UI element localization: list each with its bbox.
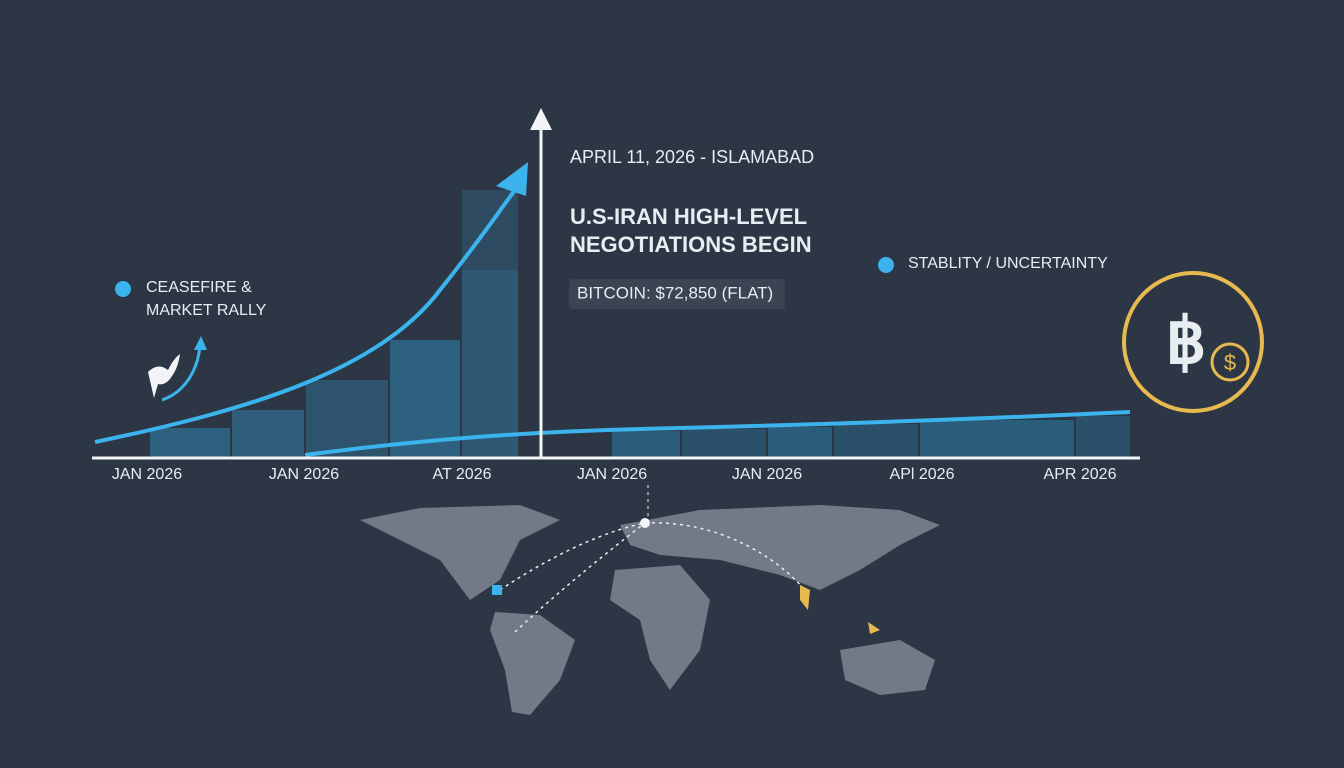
event-arrowhead (530, 108, 552, 130)
price-note: BITCOIN: $72,850 (FLAT) (577, 283, 773, 302)
headline: NEGOTIATIONS BEGIN (570, 232, 812, 257)
highlight (868, 622, 880, 634)
legend-text: STABLITY / UNCERTAINTY (908, 255, 1108, 272)
bar (1076, 416, 1130, 458)
price-box (569, 279, 785, 309)
bitcoin-icon: ฿ (1166, 305, 1207, 377)
north-america (360, 505, 560, 600)
highlight (492, 585, 502, 595)
time-label: APl 2026 (890, 466, 955, 483)
time-label: JAN 2026 (112, 466, 182, 483)
headline: U.S-IRAN HIGH-LEVEL (570, 204, 807, 229)
rally-arrowhead (496, 162, 528, 196)
route (644, 522, 806, 591)
dateline: APRIL 11, 2026 - ISLAMABAD (570, 147, 814, 167)
time-label: APR 2026 (1044, 466, 1117, 483)
time-label: JAN 2026 (732, 466, 802, 483)
highlight (800, 585, 810, 610)
bar (768, 427, 832, 458)
dove-icon (148, 354, 180, 398)
rally-bars (150, 190, 518, 458)
legend-text: MARKET RALLY (146, 302, 267, 319)
stability-line (304, 410, 1131, 457)
time-label: AT 2026 (432, 466, 491, 483)
bar (834, 424, 918, 458)
route (514, 522, 646, 633)
time-label: JAN 2026 (269, 466, 339, 483)
coin-icon (1210, 342, 1250, 382)
eurasia (620, 505, 940, 590)
mini-arrowhead (194, 336, 207, 350)
bar (462, 190, 518, 270)
bar (232, 410, 304, 458)
africa (610, 565, 710, 690)
legend-dot (878, 257, 894, 273)
bar (920, 420, 1074, 458)
location-dot (640, 518, 650, 528)
rally-line (94, 188, 517, 444)
bar (462, 270, 518, 458)
world-map (360, 505, 940, 715)
bar (150, 428, 230, 458)
stability-bars (612, 416, 1130, 458)
mini-arrow (161, 344, 202, 402)
australia (840, 640, 935, 695)
route (499, 522, 646, 591)
bar (612, 431, 680, 458)
timeline-labels: JAN 2026 JAN 2026 AT 2026 JAN 2026 JAN 2… (112, 466, 1117, 483)
time-label: JAN 2026 (577, 466, 647, 483)
coin-symbol: $ (1224, 350, 1236, 375)
bar (682, 429, 766, 458)
south-america (490, 612, 575, 715)
legend-text: CEASEFIRE & (146, 279, 252, 296)
legend-dot (115, 281, 131, 297)
